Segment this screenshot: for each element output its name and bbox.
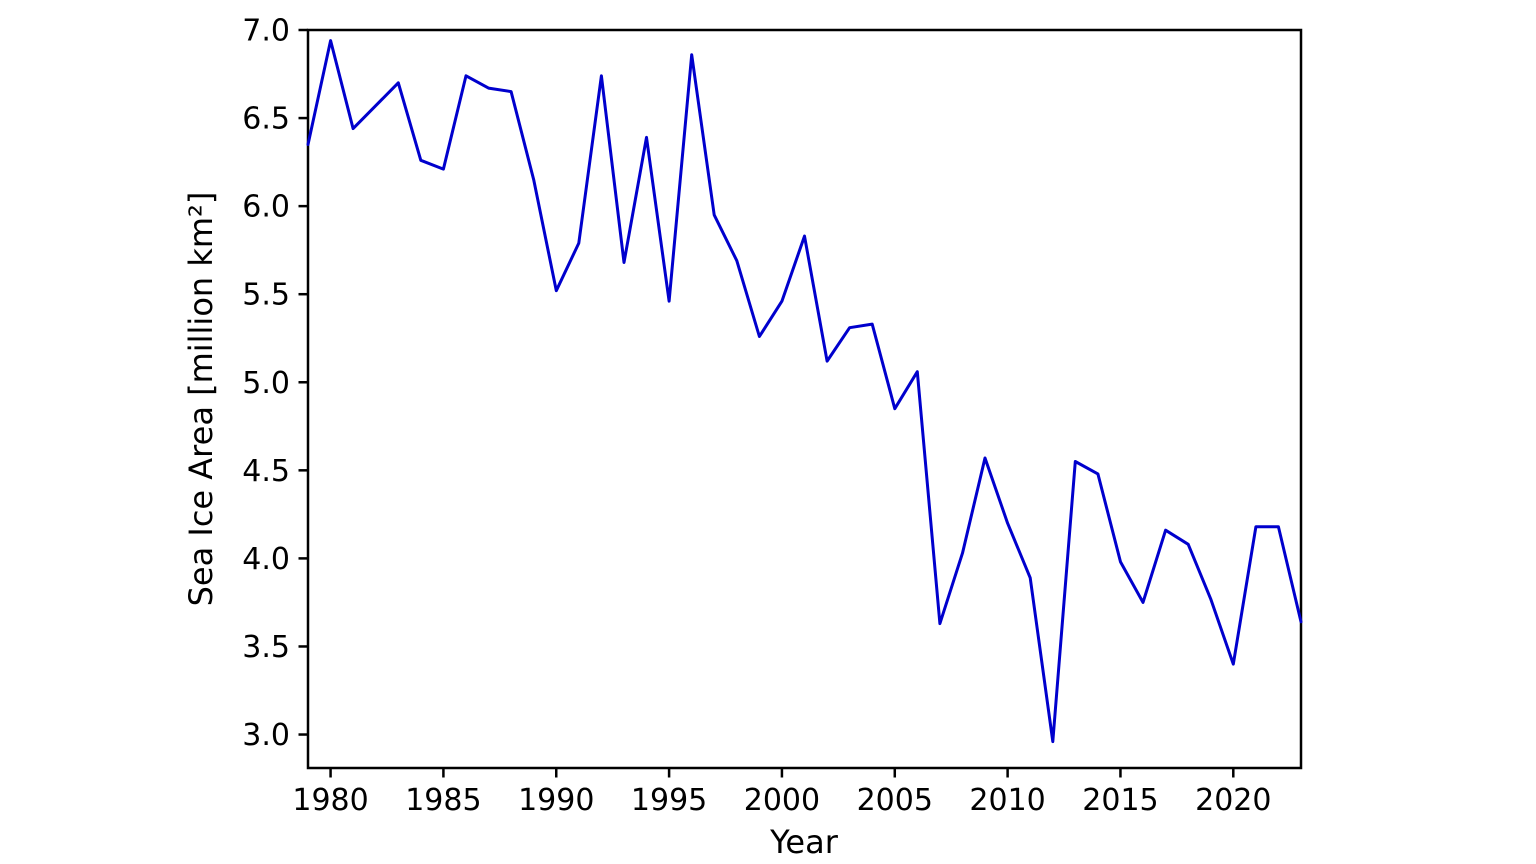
x-tick-label: 2020: [1195, 783, 1271, 818]
y-tick-label: 7.0: [242, 14, 290, 49]
x-tick-label: 2010: [969, 783, 1045, 818]
plot-frame: [306, 28, 1303, 770]
x-tick-label: 2005: [857, 783, 933, 818]
y-tick-label: 3.5: [242, 630, 290, 665]
x-tick-label: 1980: [292, 783, 368, 818]
x-tick-label: 1990: [518, 783, 594, 818]
y-tick-label: 6.5: [242, 102, 290, 137]
y-tick-label: 5.5: [242, 278, 290, 313]
y-tick-label: 6.0: [242, 190, 290, 225]
sea-ice-data-line: [306, 39, 1303, 744]
y-tick-label: 4.5: [242, 454, 290, 489]
x-tick-label: 1985: [405, 783, 481, 818]
y-axis-label: Sea Ice Area [million km²]: [182, 192, 220, 607]
y-tick-label: 5.0: [242, 366, 290, 401]
x-axis-label: Year: [769, 823, 839, 861]
y-tick-label: 4.0: [242, 542, 290, 577]
x-tick-label: 1995: [631, 783, 707, 818]
y-tick-label: 3.0: [242, 718, 290, 753]
x-tick-label: 2015: [1082, 783, 1158, 818]
x-tick-label: 2000: [744, 783, 820, 818]
